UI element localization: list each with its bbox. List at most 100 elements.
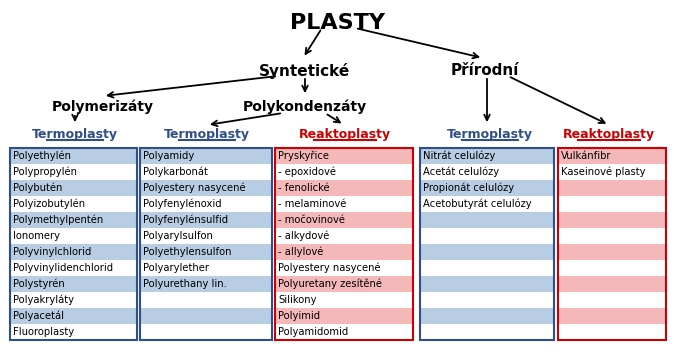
Bar (140, 276, 272, 292)
Bar (275, 148, 413, 164)
Text: Polyvinylidenchlorid: Polyvinylidenchlorid (13, 263, 113, 273)
Bar (10, 292, 137, 308)
Bar (420, 292, 554, 308)
Text: Polykondenzáty: Polykondenzáty (243, 100, 367, 114)
Text: Polypropylén: Polypropylén (13, 167, 77, 177)
Text: Acetát celulózy: Acetát celulózy (423, 167, 499, 177)
Text: Acetobutyrát celulózy: Acetobutyrát celulózy (423, 199, 532, 209)
Text: Reaktoplasty: Reaktoplasty (563, 128, 655, 141)
Text: Polyfenylénsulfid: Polyfenylénsulfid (143, 215, 228, 225)
Text: - alkydové: - alkydové (278, 231, 330, 241)
Text: Polyizobutylén: Polyizobutylén (13, 199, 85, 209)
Bar (420, 164, 554, 180)
Bar (420, 260, 554, 276)
Bar (275, 164, 413, 180)
Bar (558, 196, 666, 212)
Bar (140, 308, 272, 324)
Bar (558, 212, 666, 228)
Bar (140, 196, 272, 212)
Text: Ionomery: Ionomery (13, 231, 60, 241)
Bar (558, 276, 666, 292)
Bar (275, 228, 413, 244)
Bar (275, 212, 413, 228)
Bar (558, 164, 666, 180)
Bar (140, 180, 272, 196)
Text: Polyestery nasycené: Polyestery nasycené (143, 183, 245, 193)
Bar (10, 196, 137, 212)
Bar (275, 276, 413, 292)
Text: Pryskyřice: Pryskyřice (278, 151, 329, 161)
Bar (275, 244, 413, 260)
Bar (140, 212, 272, 228)
Text: Kaseinové plasty: Kaseinové plasty (561, 167, 646, 177)
Text: Reaktoplasty: Reaktoplasty (299, 128, 391, 141)
Bar (140, 324, 272, 340)
Text: Vulkánfibr: Vulkánfibr (561, 151, 611, 161)
Text: Silikony: Silikony (278, 295, 317, 305)
Text: - fenolické: - fenolické (278, 183, 330, 193)
Bar (10, 212, 137, 228)
Bar (558, 148, 666, 164)
Text: Polystyrén: Polystyrén (13, 279, 65, 289)
Text: Polyethylensulfon: Polyethylensulfon (143, 247, 231, 257)
Text: Polyimid: Polyimid (278, 311, 320, 321)
Text: Polymerizáty: Polymerizáty (52, 100, 154, 114)
Text: PLASTY: PLASTY (290, 13, 384, 33)
Text: Termoplasty: Termoplasty (32, 128, 118, 141)
Text: Polyamidy: Polyamidy (143, 151, 194, 161)
Bar (10, 180, 137, 196)
Bar (10, 148, 137, 164)
Bar (420, 276, 554, 292)
Text: - močovinové: - močovinové (278, 215, 345, 225)
Text: Přírodní: Přírodní (451, 63, 519, 78)
Bar (275, 196, 413, 212)
Bar (558, 308, 666, 324)
Text: Polyarylsulfon: Polyarylsulfon (143, 231, 213, 241)
Text: Polyvinylchlorid: Polyvinylchlorid (13, 247, 92, 257)
Bar (420, 212, 554, 228)
Text: - epoxidové: - epoxidové (278, 167, 336, 177)
Text: Termoplasty: Termoplasty (447, 128, 533, 141)
Bar (275, 180, 413, 196)
Bar (558, 324, 666, 340)
Text: - allylové: - allylové (278, 247, 324, 257)
Bar (140, 292, 272, 308)
Bar (140, 260, 272, 276)
Bar (140, 228, 272, 244)
Bar (420, 324, 554, 340)
Bar (558, 244, 666, 260)
Bar (420, 148, 554, 164)
Text: Polyarylether: Polyarylether (143, 263, 209, 273)
Bar (558, 180, 666, 196)
Bar (420, 244, 554, 260)
Bar (10, 260, 137, 276)
Bar (140, 164, 272, 180)
Bar (275, 308, 413, 324)
Bar (275, 292, 413, 308)
Text: Polyacetál: Polyacetál (13, 311, 64, 321)
Bar (10, 228, 137, 244)
Bar (420, 228, 554, 244)
Bar (10, 244, 137, 260)
Bar (558, 228, 666, 244)
Text: - melaminové: - melaminové (278, 199, 346, 209)
Text: Polykarbonát: Polykarbonát (143, 167, 208, 177)
Text: Polyuretany zesítěné: Polyuretany zesítěné (278, 279, 382, 289)
Text: Fluoroplasty: Fluoroplasty (13, 327, 74, 337)
Text: Syntetické: Syntetické (259, 63, 350, 79)
Bar (558, 260, 666, 276)
Text: Propionát celulózy: Propionát celulózy (423, 183, 514, 193)
Text: Polyfenylénoxid: Polyfenylénoxid (143, 199, 222, 209)
Text: Polyestery nasycené: Polyestery nasycené (278, 263, 381, 273)
Bar (10, 164, 137, 180)
Text: Polyamidomid: Polyamidomid (278, 327, 348, 337)
Bar (275, 324, 413, 340)
Bar (10, 308, 137, 324)
Bar (140, 244, 272, 260)
Bar (275, 260, 413, 276)
Bar (558, 292, 666, 308)
Bar (10, 276, 137, 292)
Text: Polymethylpentén: Polymethylpentén (13, 215, 103, 225)
Bar (420, 196, 554, 212)
Text: Polyethylén: Polyethylén (13, 151, 71, 161)
